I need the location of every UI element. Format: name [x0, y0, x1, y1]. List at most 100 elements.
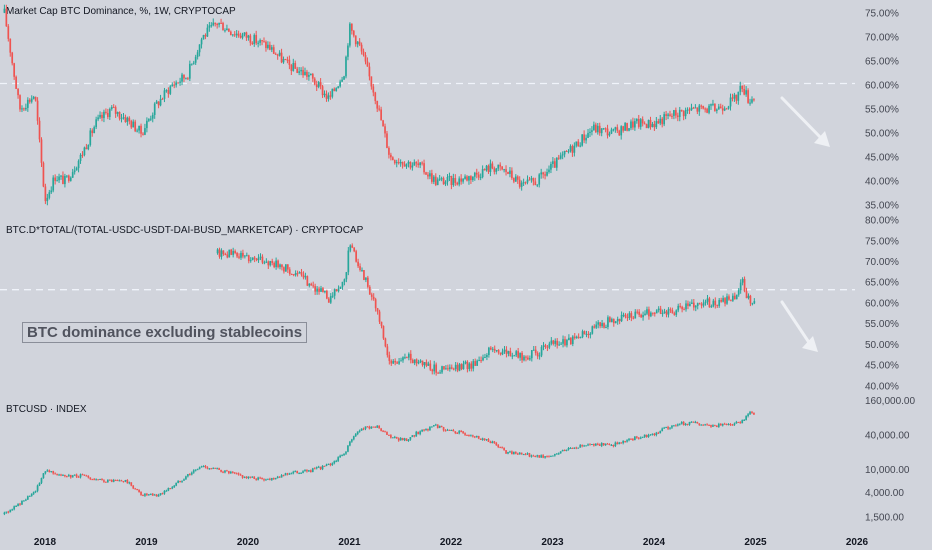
candle-body — [439, 372, 441, 374]
candle-body — [425, 428, 427, 431]
candle-body — [257, 42, 259, 44]
candle-body — [423, 163, 425, 173]
candle-body — [665, 427, 667, 429]
candle-body — [579, 445, 582, 448]
candle-body — [657, 308, 660, 311]
candle-body — [712, 300, 715, 307]
candle-body — [42, 473, 45, 479]
candle-body — [626, 123, 628, 131]
candle-body — [79, 474, 82, 478]
candle-body — [64, 474, 66, 477]
candle-body — [62, 175, 64, 185]
candle-body — [284, 59, 287, 61]
candle-body — [285, 264, 287, 272]
candle-body — [688, 421, 691, 425]
candle-body — [390, 435, 392, 438]
candle-body — [210, 25, 213, 27]
candle-body — [678, 109, 681, 117]
candle-body — [108, 479, 111, 481]
candle-body — [532, 178, 535, 182]
candle-body — [442, 427, 445, 431]
candle-body — [171, 487, 174, 489]
candle-body — [524, 182, 527, 184]
candle-body — [557, 157, 560, 159]
candle-body — [677, 305, 680, 311]
candle-body — [708, 298, 711, 308]
candle-body — [286, 59, 289, 61]
candle-body — [300, 272, 303, 275]
candle-body — [288, 269, 291, 275]
candle-body — [657, 432, 660, 434]
candle-body — [345, 56, 347, 77]
candle-body — [110, 107, 113, 110]
candle-body — [513, 178, 515, 182]
candle-body — [54, 473, 56, 475]
candle-body — [622, 126, 625, 131]
candle-body — [436, 179, 439, 186]
candle-body — [15, 76, 17, 89]
candle-body — [384, 338, 387, 347]
candle-body — [548, 169, 550, 173]
candle-body — [415, 431, 418, 437]
candle-body — [118, 480, 121, 482]
candle-body — [339, 81, 341, 87]
candle-body — [151, 493, 154, 496]
candle-body — [499, 447, 502, 449]
candle-body — [437, 372, 439, 374]
candle-body — [732, 295, 734, 301]
y-tick-label: 70.00% — [865, 32, 899, 43]
candle-body — [444, 181, 447, 185]
candle-body — [216, 468, 219, 470]
candle-body — [278, 476, 281, 478]
candle-body — [675, 110, 677, 116]
candle-body — [263, 262, 266, 264]
candle-body — [417, 163, 420, 166]
candle-body — [341, 79, 343, 82]
candle-body — [278, 52, 281, 56]
y-tick-label: 4,000.00 — [865, 488, 904, 499]
candle-body — [253, 35, 256, 45]
candle-body — [124, 117, 127, 122]
candle-body — [478, 360, 480, 362]
candle-body — [639, 119, 642, 127]
candle-body — [427, 363, 430, 366]
candle-body — [704, 108, 706, 110]
candle-body — [326, 290, 328, 299]
candle-body — [694, 305, 697, 308]
candle-body — [497, 445, 500, 448]
candle-body — [702, 302, 705, 306]
candle-body — [360, 44, 363, 52]
candle-body — [243, 32, 246, 35]
candle-body — [593, 326, 596, 328]
candle-body — [19, 503, 21, 505]
candle-body — [315, 467, 318, 469]
x-tick-label: 2018 — [34, 537, 57, 548]
candle-body — [405, 438, 408, 441]
candle-body — [214, 22, 217, 24]
candle-body — [372, 86, 375, 93]
candle-body — [484, 357, 486, 359]
candle-body — [653, 312, 656, 314]
candle-body — [425, 362, 428, 366]
candle-body — [190, 472, 193, 475]
candle-body — [482, 357, 484, 361]
candle-body — [329, 463, 332, 465]
candle-body — [540, 455, 543, 458]
candle-body — [641, 119, 644, 124]
candle-body — [89, 130, 92, 145]
candle-body — [286, 473, 289, 475]
candle-body — [194, 469, 197, 471]
candle-body — [44, 186, 47, 202]
candle-body — [50, 190, 53, 193]
candle-body — [657, 121, 660, 124]
candle-body — [640, 314, 642, 318]
candle-body — [729, 97, 732, 107]
candle-body — [114, 479, 117, 481]
candle-body — [696, 421, 699, 424]
candle-body — [427, 428, 429, 431]
candle-body — [567, 447, 570, 450]
candle-body — [398, 361, 400, 364]
candle-body — [731, 97, 734, 99]
candle-body — [553, 161, 556, 168]
candle-body — [571, 447, 574, 449]
